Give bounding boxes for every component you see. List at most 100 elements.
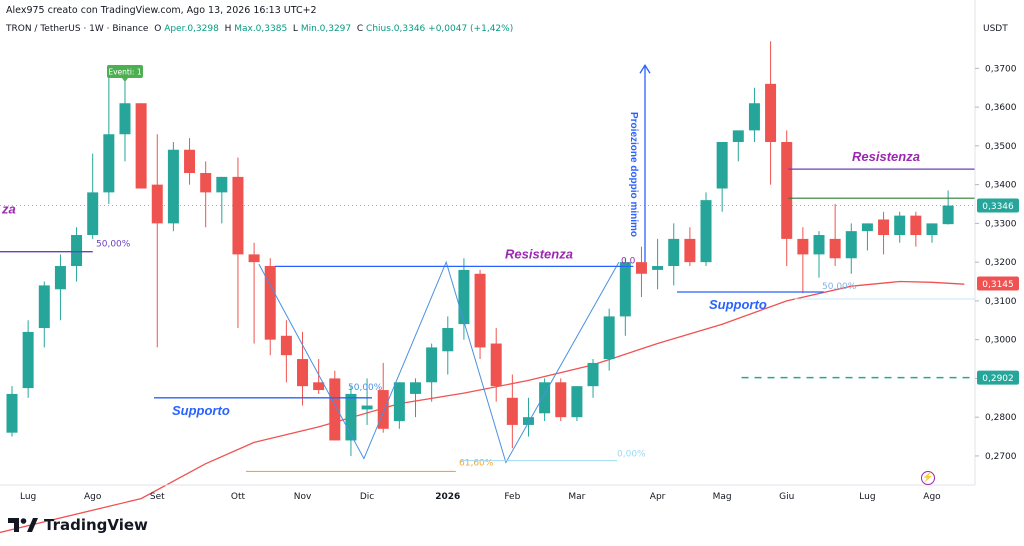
projection-arrow-head xyxy=(639,64,651,74)
candle-body[interactable] xyxy=(458,269,470,325)
candle-body[interactable] xyxy=(765,83,777,142)
candle-body[interactable] xyxy=(748,103,760,131)
candle-body[interactable] xyxy=(829,238,841,259)
candle-body[interactable] xyxy=(264,266,276,340)
candle-body[interactable] xyxy=(38,285,50,329)
x-tick-label: Apr xyxy=(650,492,666,502)
candle-body[interactable] xyxy=(313,382,325,391)
candle-body[interactable] xyxy=(54,266,66,290)
candle-body[interactable] xyxy=(878,219,890,236)
resistance-zero-label: 0,0 xyxy=(621,256,636,266)
author-line: Alex975 creato con TradingView.com, Ago … xyxy=(6,5,317,16)
candle-body[interactable] xyxy=(6,393,18,433)
candle-body[interactable] xyxy=(861,223,873,232)
y-tick-label: 0,3000 xyxy=(985,336,1017,346)
y-tick-label: 0,2700 xyxy=(985,452,1017,462)
candle-body[interactable] xyxy=(184,149,196,174)
candle-body[interactable] xyxy=(845,231,857,259)
candles-layer[interactable] xyxy=(6,41,954,456)
candle-body[interactable] xyxy=(200,173,212,193)
price-tag[interactable] xyxy=(977,198,1019,213)
candle-body[interactable] xyxy=(393,382,405,422)
candle-body[interactable] xyxy=(71,235,83,267)
events-badge[interactable] xyxy=(106,65,143,78)
candle-body[interactable] xyxy=(426,347,438,383)
candle-body[interactable] xyxy=(555,382,567,418)
candle-body[interactable] xyxy=(635,262,647,274)
candle-body[interactable] xyxy=(151,184,163,224)
events-badge-pointer xyxy=(121,78,128,82)
candle-body[interactable] xyxy=(700,200,712,263)
resistance-right-label[interactable]: Resistenza xyxy=(852,149,920,164)
x-tick-label: Giu xyxy=(779,492,794,502)
candle-body[interactable] xyxy=(781,141,793,239)
candle-body[interactable] xyxy=(716,141,728,189)
moving-average-layer xyxy=(0,280,965,534)
candle-body[interactable] xyxy=(232,176,244,255)
candle-body[interactable] xyxy=(522,417,534,425)
resistance-mid-label[interactable]: Resistenza xyxy=(505,246,573,261)
fib-left-50-label: 50,00% xyxy=(96,240,131,250)
candle-body[interactable] xyxy=(345,393,357,441)
candle-body[interactable] xyxy=(732,130,744,142)
candle-body[interactable] xyxy=(410,382,421,394)
events-badge-label: Eventi: 1 xyxy=(108,68,141,77)
y-tick-label: 0,2800 xyxy=(985,413,1017,423)
price-tag[interactable] xyxy=(977,276,1019,291)
y-tick-label: 0,3100 xyxy=(985,297,1017,307)
low-value: Min.0,3297 xyxy=(300,24,352,34)
candle-body[interactable] xyxy=(587,362,599,387)
candle-body[interactable] xyxy=(813,235,825,255)
candle-body[interactable] xyxy=(506,397,518,425)
candle-body[interactable] xyxy=(652,266,664,270)
candle-body[interactable] xyxy=(167,149,179,224)
candle-body[interactable] xyxy=(248,254,260,263)
candle-body[interactable] xyxy=(926,223,938,236)
support-left-label[interactable]: Supporto xyxy=(172,403,230,418)
candle-body[interactable] xyxy=(894,215,906,236)
support-right-label[interactable]: Supporto xyxy=(709,297,767,312)
candle-body[interactable] xyxy=(490,343,502,387)
x-tick-label: Mar xyxy=(568,492,585,502)
candle-body[interactable] xyxy=(87,192,99,236)
price-tag[interactable] xyxy=(977,370,1019,385)
candle-body[interactable] xyxy=(297,359,309,387)
candle-body[interactable] xyxy=(361,405,373,410)
candle-body[interactable] xyxy=(474,273,486,348)
candle-body[interactable] xyxy=(603,316,615,360)
annotations-layer[interactable]: Resistenza Supporto Supporto Resistenza 50,0… xyxy=(0,64,975,473)
candle-body[interactable] xyxy=(280,335,292,356)
symbol-name[interactable]: TRON / TetherUS · 1W · Binance xyxy=(6,24,149,34)
y-tick-label: 0,3600 xyxy=(985,103,1017,113)
candle-body[interactable] xyxy=(797,238,809,255)
x-tick-label: Lug xyxy=(20,492,36,502)
y-tick-label: 0,3200 xyxy=(985,258,1017,268)
currency-label: USDT xyxy=(983,24,1008,34)
candle-body[interactable] xyxy=(571,386,583,418)
candle-body[interactable] xyxy=(216,176,228,193)
fib-0-label: 0,00% xyxy=(617,450,646,460)
candle-body[interactable] xyxy=(910,215,922,236)
double-bottom-pattern[interactable] xyxy=(258,260,620,464)
candle-body[interactable] xyxy=(119,103,131,135)
x-tick-label: Lug xyxy=(859,492,875,502)
price-tag-label: 0,3346 xyxy=(982,202,1014,212)
candle-body[interactable] xyxy=(684,238,696,263)
candle-body[interactable] xyxy=(942,205,954,225)
candle-body[interactable] xyxy=(668,238,680,267)
candle-body[interactable] xyxy=(442,328,454,352)
y-tick-label: 0,3400 xyxy=(985,181,1017,191)
candle-body[interactable] xyxy=(135,103,147,189)
candle-body[interactable] xyxy=(377,390,389,429)
candle-body[interactable] xyxy=(103,134,115,193)
candle-body[interactable] xyxy=(22,331,34,389)
projection-label: Proiezione doppio minimo xyxy=(628,112,639,237)
tradingview-brand[interactable]: TradingView xyxy=(8,515,148,535)
candle-body[interactable] xyxy=(619,262,631,317)
flash-icon[interactable]: ⚡ xyxy=(921,471,935,485)
x-tick-label: 2026 xyxy=(435,492,460,502)
candle-body[interactable] xyxy=(539,382,551,414)
candle-body[interactable] xyxy=(329,378,341,441)
axes-layer[interactable]: 0,3700 0,3600 0,3500 0,3400 0,3300 0,3200 0,31… xyxy=(0,0,1019,502)
